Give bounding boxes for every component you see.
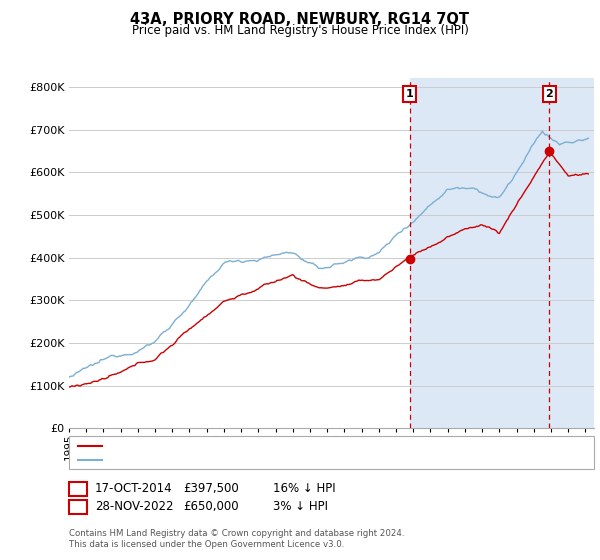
Text: HPI: Average price, detached house, West Berkshire: HPI: Average price, detached house, West… xyxy=(106,455,391,465)
Text: Price paid vs. HM Land Registry's House Price Index (HPI): Price paid vs. HM Land Registry's House … xyxy=(131,24,469,37)
Text: 43A, PRIORY ROAD, NEWBURY, RG14 7QT: 43A, PRIORY ROAD, NEWBURY, RG14 7QT xyxy=(131,12,470,27)
Text: 1: 1 xyxy=(74,482,82,496)
Text: 1: 1 xyxy=(406,89,413,99)
Text: 2: 2 xyxy=(74,500,82,514)
Text: 16% ↓ HPI: 16% ↓ HPI xyxy=(273,482,335,496)
Text: Contains HM Land Registry data © Crown copyright and database right 2024.
This d: Contains HM Land Registry data © Crown c… xyxy=(69,529,404,549)
Text: £650,000: £650,000 xyxy=(183,500,239,514)
Text: 3% ↓ HPI: 3% ↓ HPI xyxy=(273,500,328,514)
Text: 43A, PRIORY ROAD, NEWBURY, RG14 7QT (detached house): 43A, PRIORY ROAD, NEWBURY, RG14 7QT (det… xyxy=(106,441,433,451)
Text: 17-OCT-2014: 17-OCT-2014 xyxy=(95,482,172,496)
Text: 2: 2 xyxy=(545,89,553,99)
Text: £397,500: £397,500 xyxy=(183,482,239,496)
Bar xyxy=(410,78,594,428)
Text: 28-NOV-2022: 28-NOV-2022 xyxy=(95,500,173,514)
